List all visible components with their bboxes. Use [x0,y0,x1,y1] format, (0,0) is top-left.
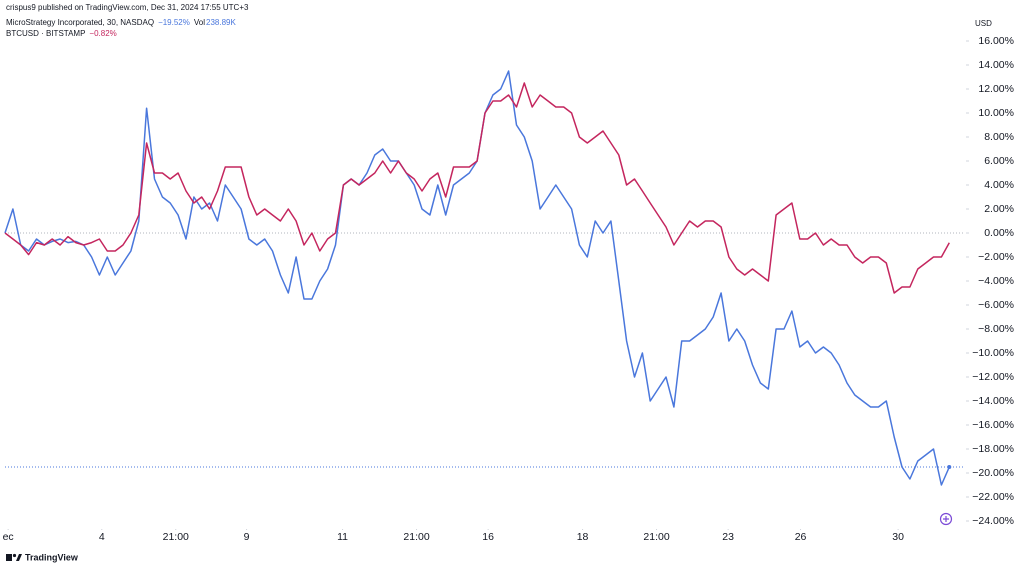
y-tick-label: −6.00% [978,299,1014,311]
publisher: crispus9 published on TradingView.com, D… [6,3,249,12]
y-tick-label: 12.00% [978,83,1014,95]
x-tick-label: 16 [482,531,494,543]
y-tick-label: −12.00% [972,371,1014,383]
logo-icon [12,553,17,558]
y-tick-label: 6.00% [984,155,1014,167]
add-icon[interactable] [943,516,949,522]
y-tick-label: −18.00% [972,443,1014,455]
x-tick-label: ec [3,531,14,543]
x-tick-label: 26 [795,531,807,543]
legend-volume: 238.89K [206,18,236,27]
y-tick-label: 16.00% [978,35,1014,47]
logo: TradingView [6,552,79,562]
series-line [4,82,950,294]
x-tick-label: 11 [337,531,348,543]
logo-icon [16,554,22,561]
y-tick-label: −14.00% [972,395,1014,407]
y-tick-label: −2.00% [978,251,1014,263]
add-icon[interactable] [939,512,953,526]
legend-volume-label: Vol [194,18,205,27]
last-value-dot [947,465,952,469]
x-tick-label: 21:00 [163,531,189,543]
y-tick-label: 10.00% [978,107,1014,119]
y-tick-label: 4.00% [984,179,1014,191]
x-tick-label: 23 [722,531,734,543]
x-tick-label: 18 [577,531,589,543]
add-button[interactable] [939,512,953,526]
legend: MicroStrategy Incorporated, 30, NASDAQ −1… [6,18,236,38]
x-tick-label: 9 [244,531,250,543]
currency: USD [975,19,992,28]
logo-icon [6,554,12,561]
y-tick-label: −10.00% [972,347,1014,359]
y-tick-label: −4.00% [978,275,1014,287]
y-tick-label: −22.00% [972,491,1014,503]
legend-name: MicroStrategy Incorporated, 30, NASDAQ [6,18,154,27]
y-tick-label: −20.00% [972,467,1014,479]
legend-change: −19.52% [158,18,190,27]
y-tick-label: −8.00% [978,323,1014,335]
y-tick-label: 0.00% [984,227,1014,239]
legend-name: BTCUSD · BITSTAMP [6,29,85,38]
x-tick-label: 21:00 [403,531,429,543]
brand: TradingView [25,552,79,562]
y-tick-label: 8.00% [984,131,1014,143]
y-tick-label: 2.00% [984,203,1014,215]
y-tick-label: −16.00% [972,419,1014,431]
x-tick-label: 30 [892,531,904,543]
y-tick-label: 14.00% [978,59,1014,71]
x-tick-label: 21:00 [643,531,669,543]
x-tick-label: 4 [99,531,105,543]
legend-change: −0.82% [89,29,116,38]
y-tick-label: −24.00% [972,515,1014,527]
plot: 16.00% 14.00% 12.00% 10.00% 8.00% 6.00% 4.00% 2… [3,35,1014,543]
